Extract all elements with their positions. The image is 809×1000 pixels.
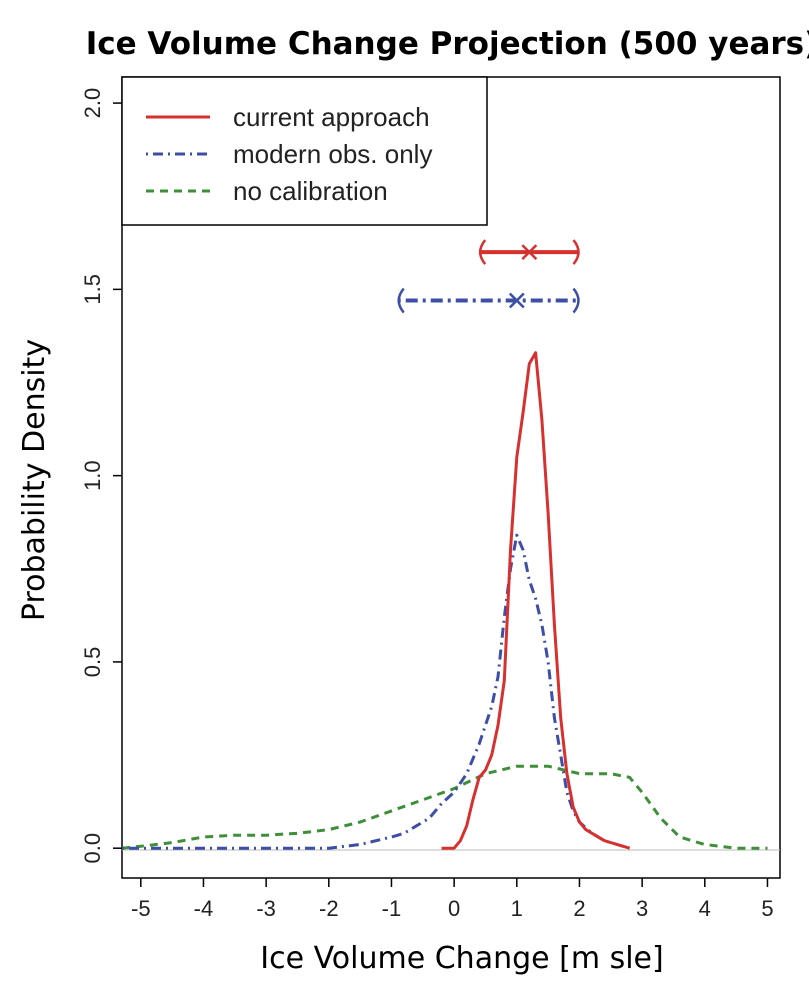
series-group [121, 351, 768, 850]
y-tick-label: 0.5 [80, 647, 105, 678]
interval-median-marker-current-approach [521, 244, 538, 260]
y-tick-label: 2.0 [80, 88, 105, 119]
series-line-current-approach [441, 351, 631, 850]
x-tick-label: -4 [194, 896, 214, 921]
y-tick-label: 1.5 [80, 274, 105, 305]
interval-median-marker-modern-obs-only [508, 292, 525, 309]
x-tick-label: -5 [131, 896, 151, 921]
x-tick-label: 5 [761, 896, 773, 921]
x-tick-label: -2 [319, 896, 339, 921]
legend-label-current-approach: current approach [233, 102, 430, 132]
y-axis-title: Probability Density [17, 339, 52, 621]
legend-box [121, 76, 488, 226]
x-tick-label: 3 [636, 896, 648, 921]
legend: current approach modern obs. only no cal… [121, 76, 488, 226]
interval-bracket-left-modern-obs-only [397, 287, 405, 314]
series-line-no-calibration [121, 764, 768, 850]
x-tick-label: 0 [448, 896, 460, 921]
x-tick-label: 2 [573, 896, 585, 921]
x-axis-title: Ice Volume Change [m sle] [260, 941, 663, 976]
y-tick-label: 0.0 [80, 833, 105, 864]
x-axis: -5 -4 -3 -2 -1 0 1 2 3 4 5 [131, 878, 774, 921]
legend-label-no-calibration: no calibration [233, 176, 388, 206]
interval-group [397, 239, 580, 314]
x-tick-label: 1 [511, 896, 523, 921]
x-tick-label: -1 [382, 896, 402, 921]
legend-label-modern-obs-only: modern obs. only [233, 139, 432, 169]
y-tick-label: 1.0 [80, 460, 105, 491]
x-tick-label: 4 [699, 896, 711, 921]
x-tick-label: -3 [256, 896, 276, 921]
interval-bracket-right-modern-obs-only [572, 287, 580, 314]
y-axis: 0.0 0.5 1.0 1.5 2.0 [80, 88, 122, 864]
chart-title: Ice Volume Change Projection (500 years) [86, 26, 809, 62]
interval-bracket-right-current-approach [572, 239, 580, 265]
interval-bracket-left-current-approach [478, 239, 487, 265]
